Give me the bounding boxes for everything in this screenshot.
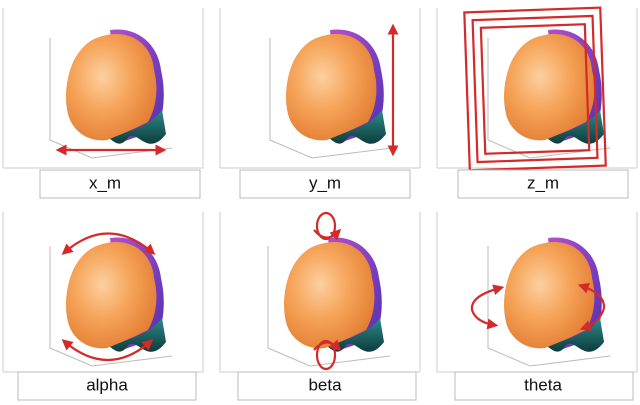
panel-label: z_m — [527, 173, 559, 192]
arrow — [577, 282, 606, 331]
panel-label: alpha — [86, 375, 128, 394]
label-box — [17, 371, 197, 401]
shape — [487, 236, 611, 367]
shape — [49, 28, 173, 159]
shape — [269, 28, 393, 159]
arrow — [61, 232, 156, 255]
panel-label: y_m — [309, 173, 341, 192]
panel-label: beta — [308, 375, 342, 394]
arrow — [313, 339, 342, 352]
panel-label: x_m — [89, 173, 121, 192]
label-box — [239, 169, 411, 199]
scale-squares — [463, 6, 607, 172]
label-box — [457, 169, 629, 199]
arrow — [61, 339, 154, 361]
rotation-loop — [315, 339, 337, 371]
label-box — [39, 169, 201, 199]
arrow — [470, 284, 505, 330]
shape — [267, 236, 391, 367]
panel-label: theta — [524, 375, 562, 394]
rotation-loop — [315, 211, 337, 241]
arrow — [313, 228, 342, 241]
label-box — [237, 371, 417, 401]
shape — [49, 236, 173, 367]
label-box — [454, 371, 634, 401]
shape — [487, 28, 611, 159]
